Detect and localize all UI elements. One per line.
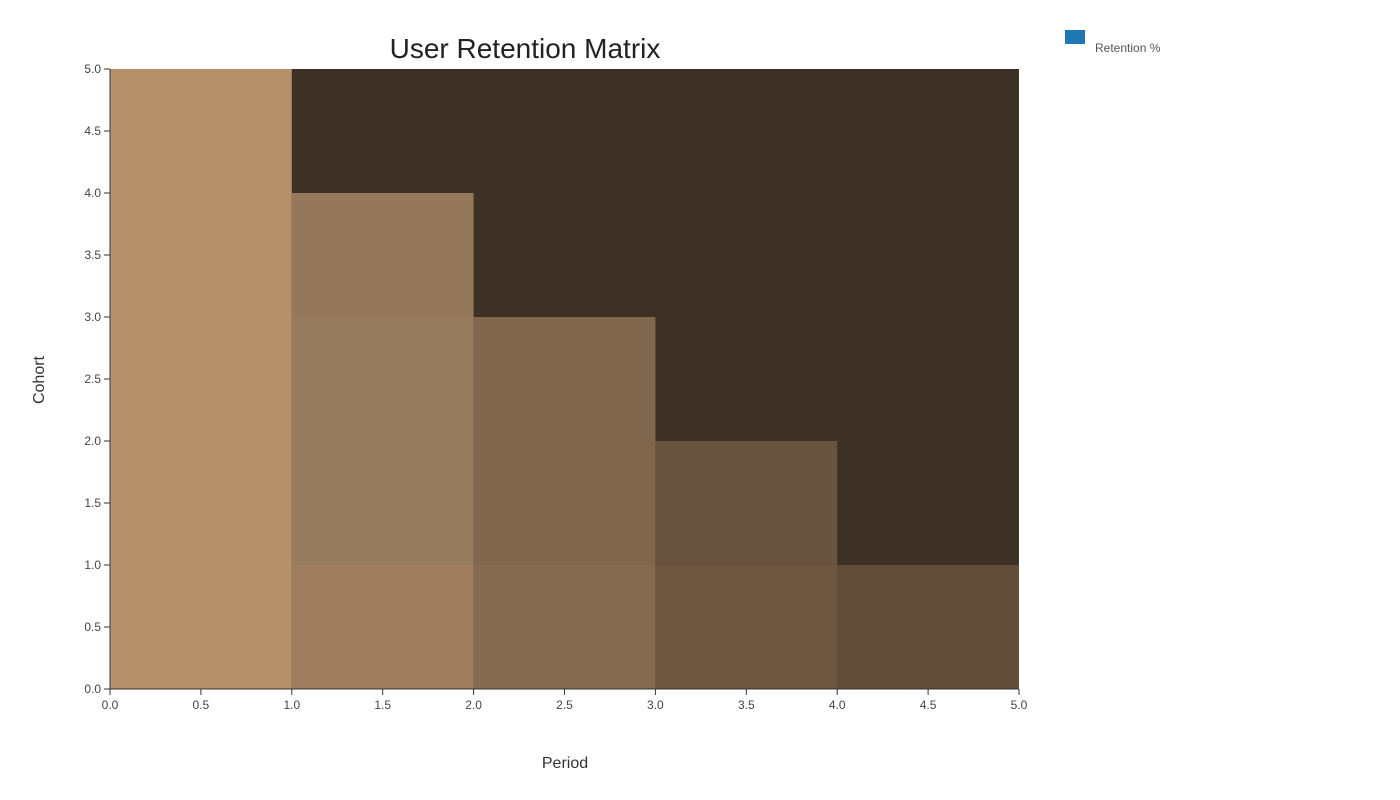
y-tick-label: 4.0 <box>84 186 101 200</box>
y-tick-label: 1.0 <box>84 558 101 572</box>
legend-swatch <box>1065 30 1085 44</box>
y-tick-label: 1.5 <box>84 496 101 510</box>
x-tick-label: 0.0 <box>102 698 119 712</box>
y-tick-label: 5.0 <box>84 62 101 76</box>
y-tick-label: 0.0 <box>84 682 101 696</box>
x-tick-label: 5.0 <box>1011 698 1028 712</box>
heatmap-cell-3 <box>291 193 474 317</box>
heatmap-cell-5 <box>473 317 656 565</box>
y-tick-label: 0.5 <box>84 620 101 634</box>
x-tick-label: 2.0 <box>465 698 482 712</box>
legend-label: Retention % <box>1095 41 1161 55</box>
x-tick-label: 4.5 <box>920 698 937 712</box>
heatmap-cell-8 <box>837 565 1019 689</box>
x-tick-label: 1.5 <box>374 698 391 712</box>
heatmap-cell-0 <box>110 69 292 689</box>
heatmap-cell-4 <box>473 565 656 689</box>
x-tick-label: 1.0 <box>283 698 300 712</box>
y-tick-label: 3.0 <box>84 310 101 324</box>
x-tick-label: 2.5 <box>556 698 573 712</box>
x-tick-label: 3.0 <box>647 698 664 712</box>
legend: Retention % <box>1065 30 1161 55</box>
x-tick-label: 3.5 <box>738 698 755 712</box>
plot-area <box>110 69 1019 689</box>
x-tick-label: 4.0 <box>829 698 846 712</box>
x-tick-label: 0.5 <box>193 698 210 712</box>
y-tick-label: 4.5 <box>84 124 101 138</box>
y-tick-label: 2.0 <box>84 434 101 448</box>
heatmap-cell-6 <box>655 565 838 689</box>
chart-title: User Retention Matrix <box>390 33 661 64</box>
y-axis-label: Cohort <box>31 355 48 404</box>
x-axis-label: Period <box>542 755 588 772</box>
y-tick-label: 3.5 <box>84 248 101 262</box>
y-tick-label: 2.5 <box>84 372 101 386</box>
heatmap-cell-1 <box>291 565 474 689</box>
heatmap-cell-7 <box>655 441 838 565</box>
heatmap-cell-2 <box>291 317 474 565</box>
tick-labels: 0.0 0.5 1.0 1.5 2.0 2.5 3.0 3.5 4.0 4.5 5.0 0.0 0.5 1… <box>84 62 1027 712</box>
